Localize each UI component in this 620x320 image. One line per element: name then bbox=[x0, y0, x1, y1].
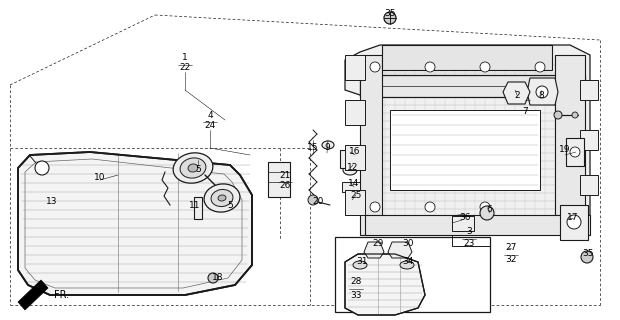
Ellipse shape bbox=[353, 261, 367, 269]
Ellipse shape bbox=[180, 158, 206, 178]
Text: 12: 12 bbox=[347, 164, 359, 172]
Bar bbox=[360, 55, 382, 235]
Text: 25: 25 bbox=[350, 191, 361, 201]
Text: 19: 19 bbox=[559, 146, 571, 155]
Circle shape bbox=[554, 111, 562, 119]
Bar bbox=[340, 150, 360, 168]
Circle shape bbox=[208, 273, 218, 283]
Bar bbox=[452, 216, 474, 231]
Text: 5: 5 bbox=[227, 201, 233, 210]
Text: 2: 2 bbox=[514, 91, 520, 100]
Text: 24: 24 bbox=[205, 121, 216, 130]
Text: 35: 35 bbox=[384, 10, 396, 19]
Circle shape bbox=[370, 62, 380, 72]
Text: 7: 7 bbox=[522, 108, 528, 116]
Circle shape bbox=[308, 195, 318, 205]
Bar bbox=[345, 100, 365, 125]
Text: 17: 17 bbox=[567, 213, 578, 222]
Text: 30: 30 bbox=[402, 238, 414, 247]
Bar bbox=[580, 80, 598, 100]
Text: 33: 33 bbox=[350, 291, 361, 300]
Polygon shape bbox=[345, 254, 425, 315]
Circle shape bbox=[570, 147, 580, 157]
Bar bbox=[365, 215, 590, 235]
Ellipse shape bbox=[400, 261, 414, 269]
Polygon shape bbox=[18, 280, 48, 310]
Ellipse shape bbox=[218, 195, 226, 201]
Circle shape bbox=[425, 62, 435, 72]
Circle shape bbox=[384, 12, 396, 24]
Ellipse shape bbox=[343, 165, 357, 175]
Text: FR.: FR. bbox=[55, 290, 69, 300]
Circle shape bbox=[567, 215, 581, 229]
Ellipse shape bbox=[322, 141, 334, 149]
Text: 15: 15 bbox=[308, 142, 319, 151]
Circle shape bbox=[346, 194, 358, 206]
Circle shape bbox=[581, 251, 593, 263]
Text: 8: 8 bbox=[538, 91, 544, 100]
Circle shape bbox=[536, 86, 548, 98]
Text: 23: 23 bbox=[463, 239, 475, 249]
Text: 3: 3 bbox=[466, 228, 472, 236]
Bar bbox=[268, 162, 290, 197]
Text: 4: 4 bbox=[207, 110, 213, 119]
Circle shape bbox=[572, 112, 578, 118]
Text: 18: 18 bbox=[212, 274, 224, 283]
Circle shape bbox=[535, 62, 545, 72]
Bar bbox=[335, 237, 490, 312]
Bar bbox=[560, 205, 588, 240]
Bar bbox=[580, 130, 598, 150]
Bar bbox=[580, 175, 598, 195]
Text: 16: 16 bbox=[349, 148, 361, 156]
Circle shape bbox=[480, 202, 490, 212]
Text: 5: 5 bbox=[195, 165, 201, 174]
Ellipse shape bbox=[188, 164, 198, 172]
Text: 20: 20 bbox=[312, 197, 324, 206]
Bar bbox=[342, 182, 360, 192]
Text: 14: 14 bbox=[348, 179, 360, 188]
Bar bbox=[345, 55, 365, 80]
Text: 26: 26 bbox=[280, 181, 291, 190]
Text: 10: 10 bbox=[94, 172, 106, 181]
Bar bbox=[555, 55, 585, 215]
Circle shape bbox=[425, 202, 435, 212]
Ellipse shape bbox=[211, 189, 233, 206]
Bar bbox=[566, 138, 584, 166]
Ellipse shape bbox=[204, 184, 240, 212]
Polygon shape bbox=[18, 152, 252, 295]
Text: 36: 36 bbox=[459, 213, 471, 222]
Bar bbox=[390, 110, 540, 190]
Polygon shape bbox=[388, 242, 412, 258]
Ellipse shape bbox=[173, 153, 213, 183]
Bar bbox=[194, 197, 202, 219]
Text: 6: 6 bbox=[486, 205, 492, 214]
Text: 34: 34 bbox=[402, 258, 414, 267]
Text: 35: 35 bbox=[582, 249, 594, 258]
Text: 9: 9 bbox=[324, 142, 330, 151]
Polygon shape bbox=[527, 78, 558, 105]
Polygon shape bbox=[503, 82, 530, 104]
Text: 31: 31 bbox=[356, 258, 368, 267]
Text: 21: 21 bbox=[280, 171, 291, 180]
Text: 13: 13 bbox=[46, 197, 58, 206]
Text: 27: 27 bbox=[505, 244, 516, 252]
Polygon shape bbox=[364, 242, 384, 258]
Text: 11: 11 bbox=[189, 201, 201, 210]
Bar bbox=[360, 75, 585, 97]
Circle shape bbox=[35, 161, 49, 175]
Text: 22: 22 bbox=[179, 63, 190, 73]
Text: 29: 29 bbox=[373, 238, 384, 247]
Text: 28: 28 bbox=[350, 277, 361, 286]
Text: 32: 32 bbox=[505, 255, 516, 265]
Bar bbox=[345, 145, 365, 170]
Circle shape bbox=[480, 206, 494, 220]
Circle shape bbox=[370, 202, 380, 212]
Circle shape bbox=[480, 62, 490, 72]
Text: 1: 1 bbox=[182, 53, 188, 62]
Bar bbox=[345, 190, 365, 215]
Polygon shape bbox=[345, 45, 590, 235]
Bar bbox=[382, 45, 552, 70]
